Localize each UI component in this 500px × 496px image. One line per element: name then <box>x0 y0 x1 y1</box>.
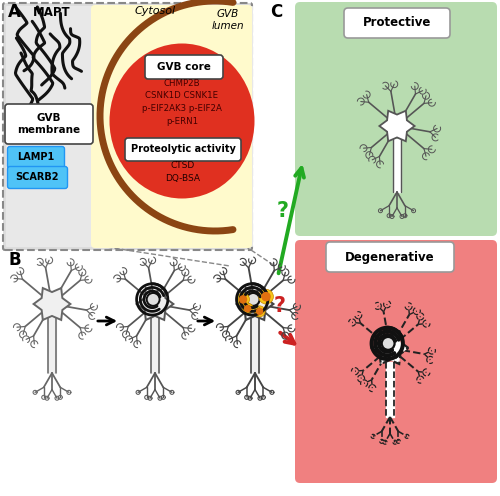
Text: GVB
lumen: GVB lumen <box>212 9 244 31</box>
Circle shape <box>240 296 246 303</box>
FancyBboxPatch shape <box>344 8 450 38</box>
Circle shape <box>258 289 274 304</box>
Polygon shape <box>136 288 173 320</box>
Text: B: B <box>8 251 20 269</box>
Text: Degenerative: Degenerative <box>345 250 435 263</box>
FancyBboxPatch shape <box>125 138 241 161</box>
FancyBboxPatch shape <box>3 3 252 250</box>
Text: ?: ? <box>277 201 289 221</box>
Circle shape <box>254 306 265 317</box>
Text: GVB core: GVB core <box>157 62 211 72</box>
Text: LAMP1: LAMP1 <box>18 152 54 163</box>
Text: CTSD
DQ-BSA: CTSD DQ-BSA <box>166 161 200 183</box>
FancyBboxPatch shape <box>8 167 68 188</box>
FancyBboxPatch shape <box>295 2 497 236</box>
FancyBboxPatch shape <box>91 5 252 248</box>
Text: A: A <box>8 3 21 21</box>
Text: ?: ? <box>274 296 286 316</box>
Circle shape <box>236 293 250 306</box>
Text: Cytosol: Cytosol <box>134 6 175 16</box>
Circle shape <box>146 293 160 306</box>
FancyBboxPatch shape <box>6 6 253 247</box>
Text: CHMP2B
CSNK1D CSNK1E
p-EIF2AK3 p-EIF2A
p-ERN1: CHMP2B CSNK1D CSNK1E p-EIF2AK3 p-EIF2A p… <box>142 79 222 125</box>
Text: C: C <box>270 3 282 21</box>
Circle shape <box>256 309 262 314</box>
Polygon shape <box>380 111 414 141</box>
Text: GVB
membrane: GVB membrane <box>18 113 80 135</box>
Polygon shape <box>236 288 274 320</box>
Ellipse shape <box>110 44 255 198</box>
FancyBboxPatch shape <box>5 104 93 144</box>
Text: Protective: Protective <box>363 16 431 29</box>
FancyBboxPatch shape <box>295 240 497 483</box>
Circle shape <box>244 306 250 311</box>
FancyBboxPatch shape <box>145 55 223 79</box>
Circle shape <box>262 293 270 301</box>
Text: SCARB2: SCARB2 <box>16 173 60 183</box>
Polygon shape <box>34 288 70 320</box>
Circle shape <box>382 337 394 350</box>
FancyBboxPatch shape <box>326 242 454 272</box>
FancyBboxPatch shape <box>8 146 64 169</box>
Text: Proteolytic activity: Proteolytic activity <box>130 144 236 154</box>
Polygon shape <box>372 332 408 364</box>
Circle shape <box>246 293 260 306</box>
Text: MAPT: MAPT <box>33 6 71 19</box>
Circle shape <box>242 303 253 314</box>
